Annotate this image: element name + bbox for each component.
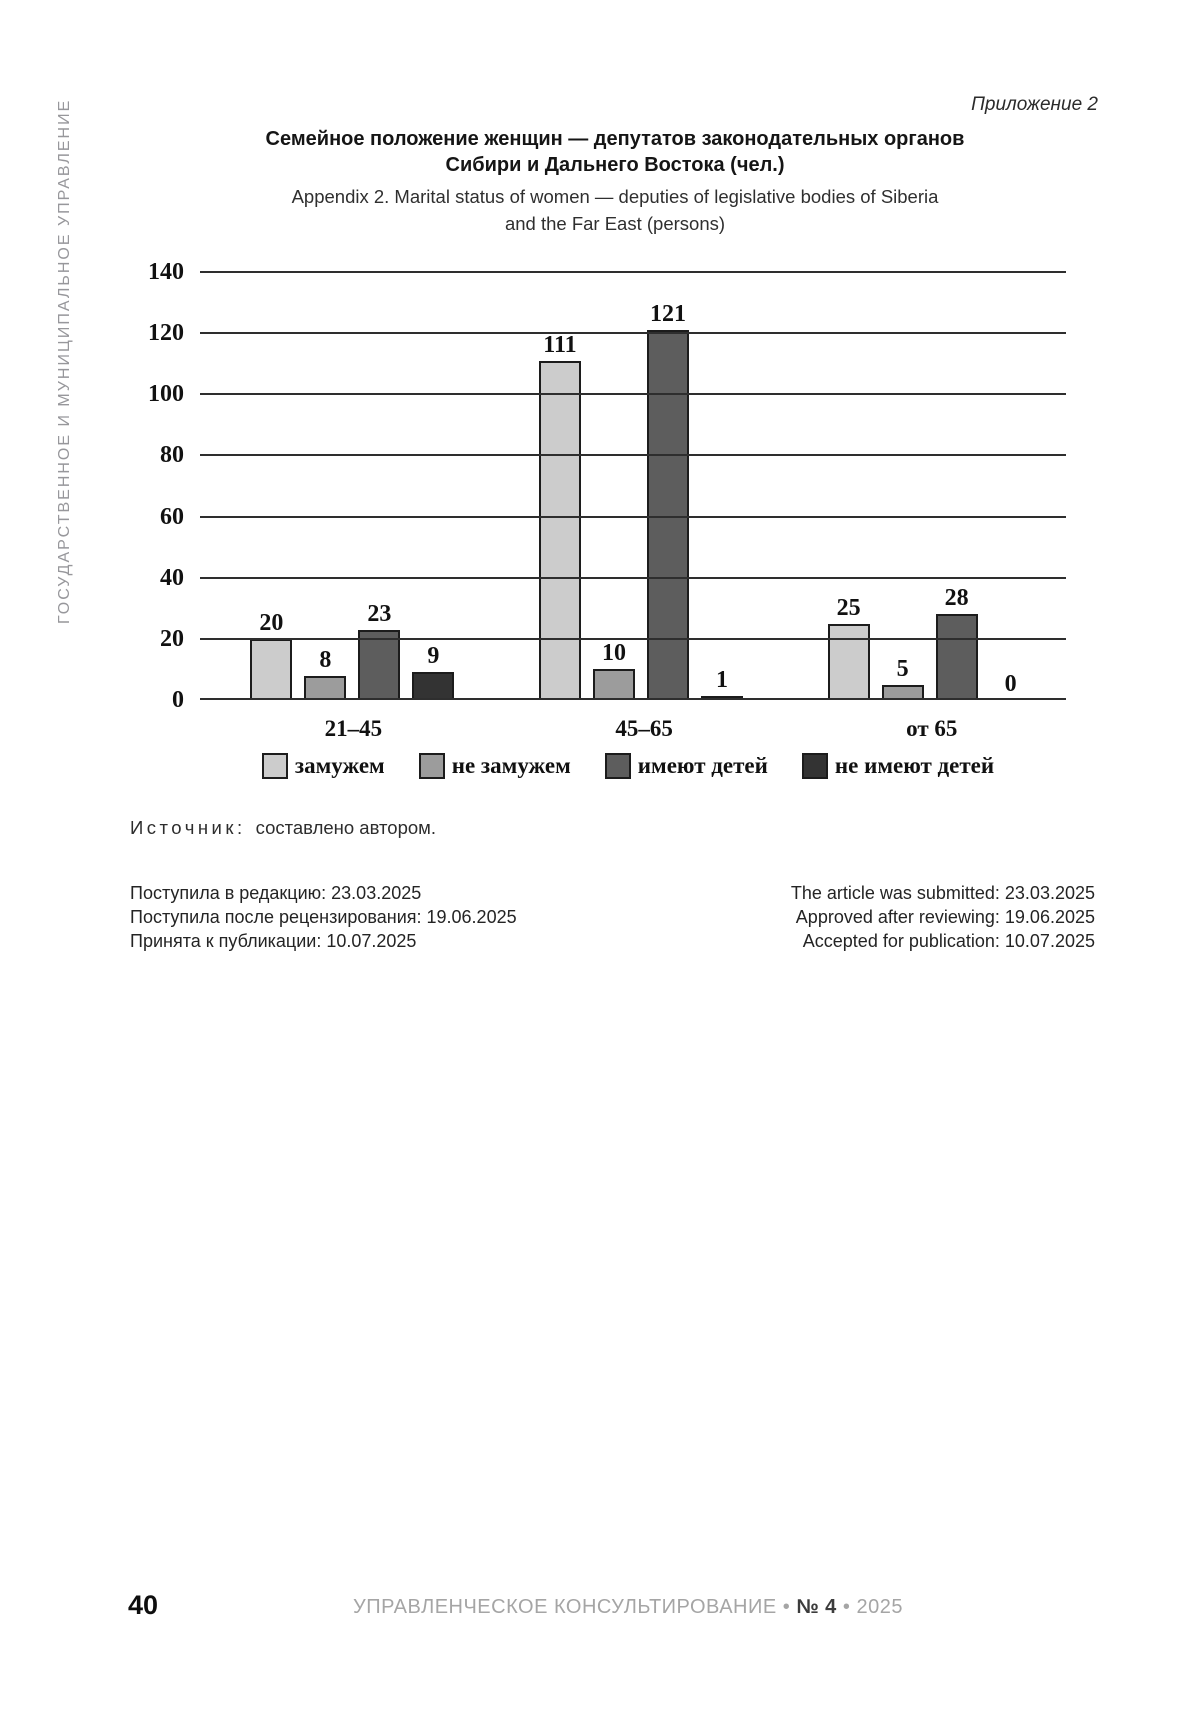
bar-cell: 10 (592, 640, 635, 700)
source-note: Источник: составлено автором. (130, 817, 436, 839)
bar-value-label: 28 (944, 585, 969, 611)
footer-bullet: • (782, 1596, 791, 1618)
figure-title-en-line2: and the Far East (persons) (504, 213, 726, 234)
gridline (200, 515, 1066, 518)
x-axis-labels: 21–45 45–65 от 65 (208, 716, 1074, 742)
bar-cell: 20 (250, 610, 293, 700)
bar-value-label: 20 (259, 610, 284, 636)
gridline (200, 698, 1066, 700)
bar-cell: 8 (304, 647, 347, 700)
bar (592, 669, 635, 700)
source-text: составлено автором. (255, 817, 437, 838)
bar (358, 630, 401, 700)
bar-group: 25 5 28 0 (827, 585, 1032, 700)
journal-name: УПРАВЛЕНЧЕСКОЕ КОНСУЛЬТИРОВАНИЕ (353, 1596, 777, 1618)
source-label: Источник: (130, 817, 246, 838)
y-tick-label: 40 (160, 564, 184, 591)
figure-title-block: Семейное положение женщин — депутатов за… (110, 126, 1120, 237)
legend-label: не замужем (451, 753, 571, 778)
bar-cell: 9 (412, 643, 455, 700)
date-en-accepted: Accepted for publication: 10.07.2025 (802, 931, 1095, 951)
dates-row: Поступила после рецензирования: 19.06.20… (130, 905, 1095, 929)
dates-row: Поступила в редакцию: 23.03.2025 The art… (130, 881, 1095, 905)
journal-footer: УПРАВЛЕНЧЕСКОЕ КОНСУЛЬТИРОВАНИЕ • № 4 • … (215, 1596, 1041, 1619)
figure-title-en: Appendix 2. Marital status of women — de… (110, 183, 1120, 237)
gridline (200, 271, 1066, 273)
chart-legend: замужем не замужем имеют детей не имеют дет… (130, 753, 1126, 779)
legend-item: не замужем (418, 753, 571, 779)
section-vertical-label: ГОСУДАРСТВЕННОЕ И МУНИЦИПАЛЬНОЕ УПРАВЛЕН… (56, 98, 73, 624)
figure-title-ru-line2: Сибири и Дальнего Востока (чел.) (445, 154, 785, 176)
legend-item: не имеют детей (801, 753, 995, 779)
bar-value-label: 8 (319, 647, 332, 673)
x-tick-label: от 65 (906, 716, 958, 741)
y-tick-label: 20 (160, 625, 184, 652)
bar-cell: 5 (881, 656, 924, 700)
bar-cell: 23 (358, 601, 401, 700)
y-tick-label: 80 (160, 442, 184, 469)
legend-item: замужем (261, 753, 385, 779)
bar-group: 20 8 23 9 (250, 601, 455, 700)
bar (250, 639, 293, 700)
journal-year: 2025 (856, 1596, 903, 1618)
x-tick-label: 21–45 (324, 716, 383, 741)
bar-cell: 0 (990, 672, 1032, 700)
submission-dates: Поступила в редакцию: 23.03.2025 The art… (130, 881, 1095, 953)
y-tick-label: 100 (148, 381, 184, 408)
footer-bullet: • (842, 1596, 851, 1618)
legend-swatch (604, 753, 631, 779)
y-tick-label: 120 (148, 320, 184, 347)
y-tick-label: 0 (172, 687, 184, 713)
bar-value-label: 121 (649, 301, 686, 327)
appendix-label: Приложение 2 (971, 94, 1098, 115)
date-en-submitted: The article was submitted: 23.03.2025 (790, 883, 1095, 903)
bar-group: 111 10 121 1 (538, 301, 743, 700)
date-ru-reviewed: Поступила после рецензирования: 19.06.20… (130, 907, 517, 927)
bar-value-label: 0 (1004, 671, 1017, 697)
bar-cell: 25 (827, 595, 870, 700)
bar-cell: 121 (646, 301, 689, 700)
bar (538, 361, 581, 700)
legend-item: имеют детей (604, 753, 768, 779)
gridline (200, 454, 1066, 457)
bar-value-label: 10 (601, 640, 626, 666)
bars-layer: 20 8 23 9 111 10 121 1 25 5 28 0 (208, 272, 1074, 700)
date-ru-accepted: Принята к публикации: 10.07.2025 (130, 931, 417, 951)
gridline (200, 576, 1066, 579)
legend-swatch (418, 753, 445, 779)
bar (412, 672, 455, 700)
bar-value-label: 111 (543, 332, 577, 358)
journal-issue: № 4 (796, 1596, 837, 1618)
figure-title-ru-line1: Семейное положение женщин — депутатов за… (265, 128, 965, 150)
x-tick-label: 45–65 (615, 716, 673, 741)
bar (935, 614, 978, 700)
bar-value-label: 1 (715, 667, 728, 693)
y-tick-label: 140 (148, 259, 184, 285)
bar-value-label: 23 (367, 601, 392, 627)
bar-value-label: 5 (896, 656, 909, 682)
y-tick-label: 60 (160, 503, 184, 530)
figure-title-en-line1: Appendix 2. Marital status of women — de… (291, 186, 939, 207)
legend-label: имеют детей (637, 753, 768, 778)
bar-cell: 1 (700, 667, 743, 700)
legend-swatch (801, 753, 828, 779)
legend-label: не имеют детей (834, 753, 995, 778)
bar-value-label: 25 (836, 595, 861, 621)
bar-value-label: 9 (427, 643, 440, 669)
bar (304, 676, 347, 700)
date-en-reviewed: Approved after reviewing: 19.06.2025 (795, 907, 1095, 927)
date-ru-submitted: Поступила в редакцию: 23.03.2025 (130, 883, 422, 903)
gridline (200, 637, 1066, 640)
legend-swatch (261, 753, 288, 779)
bar-cell: 28 (935, 585, 978, 700)
page-number: 40 (128, 1590, 159, 1620)
gridline (200, 332, 1066, 335)
gridline (200, 393, 1066, 396)
bar-cell: 111 (538, 332, 581, 700)
dates-row: Принята к публикации: 10.07.2025 Accepte… (130, 929, 1095, 953)
legend-label: замужем (294, 753, 385, 778)
bar (827, 624, 870, 700)
